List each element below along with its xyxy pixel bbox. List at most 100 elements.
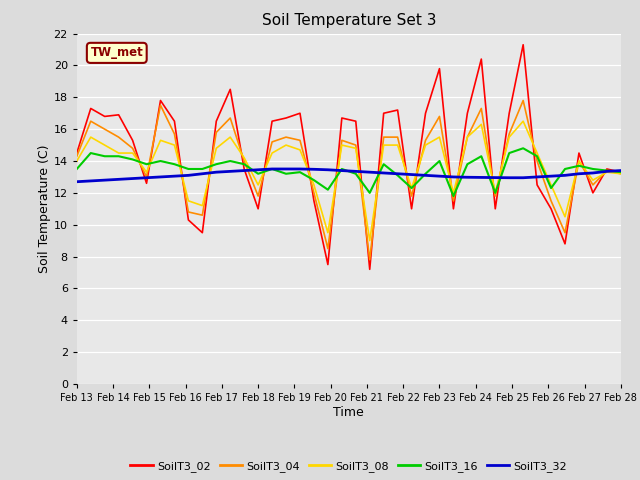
SoilT3_02 (338, 115, 346, 121)
SoilT3_16 (422, 171, 429, 177)
SoilT3_16 (101, 154, 109, 159)
SoilT3_04 (324, 246, 332, 252)
Title: Soil Temperature Set 3: Soil Temperature Set 3 (262, 13, 436, 28)
SoilT3_32 (561, 172, 569, 178)
SoilT3_08 (366, 238, 374, 243)
SoilT3_16 (157, 158, 164, 164)
SoilT3_04 (589, 182, 596, 188)
SoilT3_32 (212, 169, 220, 175)
Line: SoilT3_16: SoilT3_16 (77, 148, 621, 196)
SoilT3_08 (73, 158, 81, 164)
SoilT3_08 (492, 190, 499, 196)
SoilT3_32 (603, 168, 611, 174)
SoilT3_08 (603, 169, 611, 175)
SoilT3_04 (282, 134, 290, 140)
SoilT3_04 (352, 142, 360, 148)
SoilT3_02 (477, 56, 485, 62)
SoilT3_08 (352, 145, 360, 151)
SoilT3_08 (268, 150, 276, 156)
SoilT3_32 (533, 174, 541, 180)
SoilT3_16 (463, 161, 471, 167)
Text: TW_met: TW_met (90, 47, 143, 60)
SoilT3_04 (449, 198, 457, 204)
SoilT3_08 (436, 134, 444, 140)
SoilT3_32 (198, 171, 206, 177)
SoilT3_16 (296, 169, 304, 175)
SoilT3_16 (268, 166, 276, 172)
SoilT3_32 (519, 175, 527, 180)
SoilT3_08 (171, 142, 179, 148)
SoilT3_02 (212, 119, 220, 124)
SoilT3_04 (408, 193, 415, 199)
SoilT3_04 (227, 115, 234, 121)
SoilT3_04 (603, 168, 611, 173)
SoilT3_32 (422, 172, 429, 178)
SoilT3_02 (184, 217, 192, 223)
SoilT3_16 (143, 161, 150, 167)
SoilT3_08 (184, 198, 192, 204)
SoilT3_08 (129, 150, 136, 156)
SoilT3_08 (198, 203, 206, 208)
SoilT3_02 (73, 150, 81, 156)
SoilT3_02 (589, 190, 596, 196)
SoilT3_02 (324, 262, 332, 267)
SoilT3_32 (366, 169, 374, 175)
Y-axis label: Soil Temperature (C): Soil Temperature (C) (38, 144, 51, 273)
SoilT3_16 (352, 171, 360, 177)
SoilT3_32 (73, 179, 81, 185)
SoilT3_04 (143, 174, 150, 180)
SoilT3_04 (436, 114, 444, 120)
SoilT3_16 (282, 171, 290, 177)
SoilT3_02 (561, 241, 569, 247)
SoilT3_08 (463, 134, 471, 140)
SoilT3_02 (492, 206, 499, 212)
SoilT3_32 (352, 168, 360, 174)
SoilT3_32 (171, 173, 179, 179)
SoilT3_02 (394, 107, 401, 113)
SoilT3_08 (547, 182, 555, 188)
SoilT3_04 (212, 130, 220, 135)
SoilT3_04 (506, 131, 513, 137)
SoilT3_04 (477, 106, 485, 111)
SoilT3_16 (575, 163, 583, 168)
SoilT3_32 (463, 174, 471, 180)
SoilT3_02 (227, 86, 234, 92)
SoilT3_08 (241, 155, 248, 161)
SoilT3_16 (338, 166, 346, 172)
SoilT3_16 (436, 158, 444, 164)
SoilT3_04 (87, 119, 95, 124)
SoilT3_32 (589, 170, 596, 176)
SoilT3_08 (477, 121, 485, 127)
SoilT3_32 (129, 176, 136, 181)
SoilT3_02 (157, 97, 164, 103)
SoilT3_16 (73, 166, 81, 172)
SoilT3_04 (380, 134, 387, 140)
SoilT3_32 (115, 177, 122, 182)
SoilT3_08 (254, 182, 262, 188)
SoilT3_08 (519, 119, 527, 124)
SoilT3_32 (241, 168, 248, 173)
SoilT3_32 (380, 170, 387, 176)
SoilT3_02 (436, 66, 444, 72)
SoilT3_08 (157, 137, 164, 143)
SoilT3_04 (533, 158, 541, 164)
SoilT3_32 (324, 167, 332, 173)
SoilT3_02 (533, 182, 541, 188)
Line: SoilT3_08: SoilT3_08 (77, 121, 621, 240)
SoilT3_08 (561, 214, 569, 220)
SoilT3_02 (115, 112, 122, 118)
SoilT3_16 (212, 161, 220, 167)
SoilT3_08 (282, 142, 290, 148)
SoilT3_16 (129, 156, 136, 162)
SoilT3_04 (492, 193, 499, 199)
SoilT3_02 (408, 206, 415, 212)
SoilT3_08 (310, 182, 318, 188)
SoilT3_32 (617, 168, 625, 173)
SoilT3_16 (547, 185, 555, 191)
SoilT3_08 (380, 142, 387, 148)
SoilT3_02 (254, 206, 262, 212)
SoilT3_16 (310, 177, 318, 183)
SoilT3_32 (143, 175, 150, 180)
SoilT3_32 (477, 175, 485, 180)
SoilT3_32 (449, 174, 457, 180)
